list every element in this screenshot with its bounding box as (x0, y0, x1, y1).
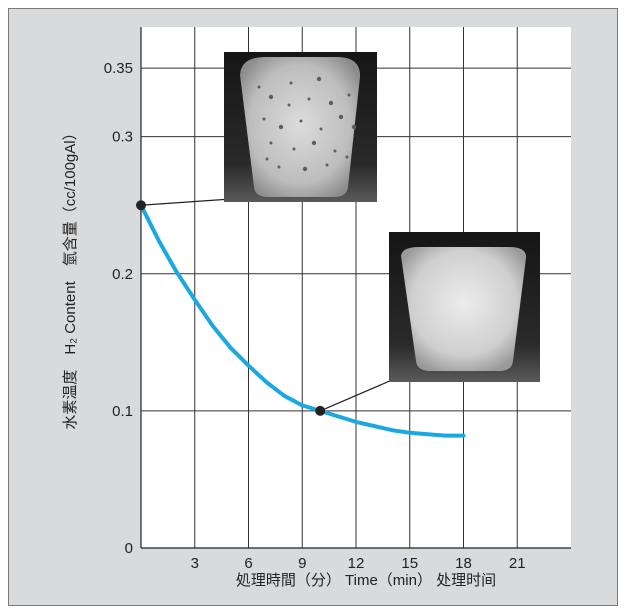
y-tick-label: 0.1 (112, 403, 133, 420)
porous-casting-shape (240, 57, 361, 197)
pore-dot (333, 149, 337, 153)
pore-dot (307, 97, 311, 101)
callout-line-1 (319, 379, 393, 412)
y-axis-title: 水素温度 H₂ Content 氫含量（cc/100gAl） (62, 125, 79, 429)
pore-dot (299, 119, 303, 123)
x-tick-labels: 3 6 9 12 15 18 21 (191, 555, 526, 572)
x-tick-label: 21 (509, 555, 526, 572)
callout-lines (140, 198, 393, 412)
y-tick-labels: 0 0.1 0.2 0.3 0.35 (104, 60, 133, 557)
pore-dot (319, 127, 323, 131)
y-tick-label: 0.2 (112, 266, 133, 283)
x-axis-title: 処理時間（分） Time（min） 处理时间 (236, 572, 496, 589)
pore-dot (338, 114, 344, 120)
pore-dot (347, 93, 351, 97)
pore-dot (325, 163, 329, 167)
pore-dot (287, 103, 291, 107)
dense-casting-shape (401, 247, 527, 371)
callout-line-0 (140, 198, 232, 206)
photo-porous-sample (224, 52, 377, 202)
pore-dot (277, 165, 281, 169)
markers-layer (136, 200, 326, 416)
series-line-0 (139, 203, 466, 438)
series-layer (139, 203, 466, 438)
pore-dot (262, 117, 266, 121)
pore-dot (345, 155, 349, 159)
porosity-dots (257, 76, 357, 172)
pore-dot (278, 124, 284, 130)
pore-dot (302, 166, 308, 172)
x-tick-label: 9 (298, 555, 306, 572)
chart: 3 6 9 12 15 18 21 0 0.1 0.2 0.3 0.35 処理時間（分） Time（… (62, 27, 571, 589)
data-marker-0 (136, 200, 146, 211)
x-tick-label: 18 (455, 555, 472, 572)
pore-dot (265, 157, 269, 161)
figure-frame: 3 6 9 12 15 18 21 0 0.1 0.2 0.3 0.35 処理時間（分） Time（… (8, 8, 618, 606)
axes (140, 27, 571, 549)
pore-dot (328, 100, 334, 106)
pore-dot (316, 76, 322, 82)
data-marker-1 (315, 405, 326, 416)
photo-dense-sample (389, 232, 540, 382)
pore-dot (257, 85, 261, 89)
y-tick-label: 0.3 (112, 129, 133, 146)
pore-dot (289, 81, 293, 85)
x-tick-label: 15 (401, 555, 418, 572)
x-tick-label: 12 (348, 555, 365, 572)
pore-dot (269, 141, 273, 145)
y-tick-label: 0.35 (104, 60, 133, 77)
pore-dot (268, 94, 274, 100)
y-tick-label: 0 (125, 540, 133, 557)
x-tick-label: 6 (244, 555, 252, 572)
pore-dot (292, 147, 296, 151)
pore-dot (351, 124, 357, 130)
pore-dot (311, 140, 317, 146)
x-tick-label: 3 (191, 555, 199, 572)
